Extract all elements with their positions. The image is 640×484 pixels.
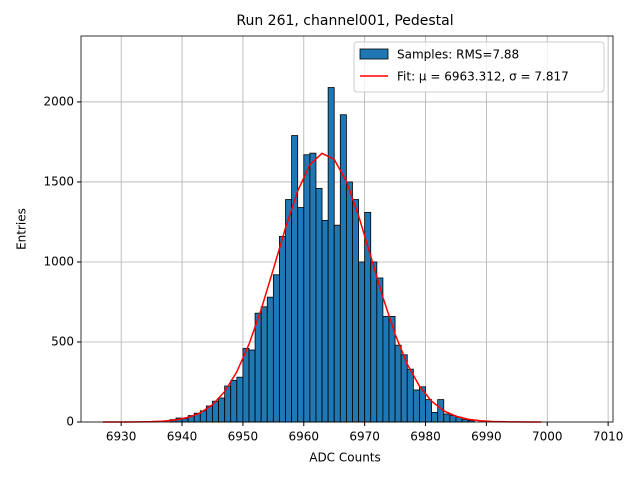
bar (236, 376, 244, 423)
legend-label: Fit: μ = 6963.312, σ = 7.817 (397, 70, 569, 84)
y-tick-label: 2000 (43, 94, 74, 108)
legend-patch (359, 48, 389, 60)
y-tick-label: 1000 (43, 254, 74, 268)
bar (279, 235, 286, 423)
y-tick-label: 0 (66, 415, 74, 429)
bar (181, 418, 189, 423)
y-tick-label: 500 (51, 334, 74, 348)
bar (443, 413, 451, 423)
x-tick-label: 6950 (228, 430, 259, 444)
bar (425, 399, 433, 423)
bar (339, 114, 347, 423)
x-axis-label: ADC Counts (309, 451, 381, 465)
bar (358, 261, 366, 423)
bar (218, 397, 226, 423)
bar (412, 389, 420, 423)
bar (266, 296, 274, 423)
bar (394, 344, 402, 423)
bar (303, 154, 311, 423)
bar (291, 135, 299, 423)
chart-title: Run 261, channel001, Pedestal (236, 13, 453, 29)
bar (285, 199, 293, 423)
legend-label: Samples: RMS=7.88 (397, 48, 519, 62)
bar (352, 199, 359, 423)
x-tick-label: 6930 (106, 430, 137, 444)
bar (254, 312, 262, 423)
x-tick-label: 6990 (471, 430, 502, 444)
bar (272, 274, 280, 423)
y-axis-label: Entries (15, 208, 29, 250)
x-tick-label: 6960 (289, 430, 320, 444)
bar (376, 277, 384, 423)
fit-line (102, 152, 542, 423)
bar (297, 207, 305, 423)
x-tick-label: 7010 (593, 430, 624, 444)
bar (400, 354, 408, 423)
bar (406, 368, 414, 423)
y-tick-label: 1500 (43, 174, 74, 188)
x-tick-label: 6940 (167, 430, 198, 444)
bar (315, 187, 323, 423)
x-tick-label: 7000 (532, 430, 563, 444)
bar (327, 87, 335, 423)
bar (382, 315, 390, 423)
bar (333, 224, 341, 423)
bar (345, 181, 353, 423)
axes-frame (80, 35, 614, 423)
x-tick-label: 6970 (349, 430, 380, 444)
x-tick-label: 6980 (410, 430, 441, 444)
bar (431, 411, 439, 423)
bar (260, 306, 268, 423)
legend-box (353, 41, 605, 93)
bar (248, 349, 256, 423)
bar (321, 219, 329, 423)
bar (370, 261, 378, 423)
bar (230, 379, 238, 423)
bar (309, 152, 317, 423)
bar (242, 347, 250, 423)
